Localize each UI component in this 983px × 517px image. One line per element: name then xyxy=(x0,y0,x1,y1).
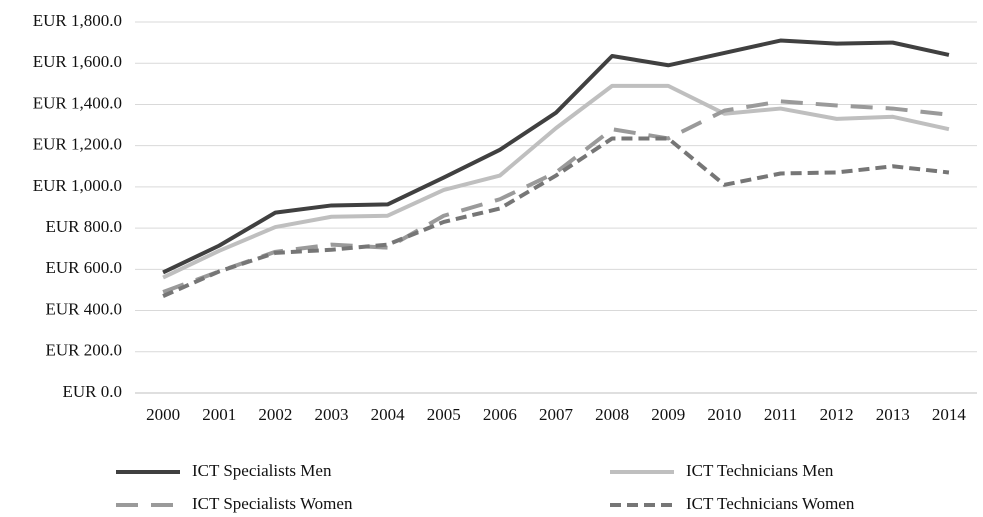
y-tick-label: EUR 1,400.0 xyxy=(33,93,122,112)
x-tick-label: 2002 xyxy=(258,405,292,424)
y-tick-label: EUR 200.0 xyxy=(46,341,123,360)
x-tick-label: 2001 xyxy=(202,405,236,424)
x-tick-label: 2014 xyxy=(932,405,967,424)
x-tick-label: 2005 xyxy=(427,405,461,424)
series-line xyxy=(162,99,950,294)
x-tick-label: 2009 xyxy=(651,405,685,424)
y-tick-label: EUR 1,200.0 xyxy=(33,135,122,154)
legend-label: ICT Specialists Men xyxy=(192,461,332,480)
x-tick-label: 2013 xyxy=(876,405,910,424)
series-line xyxy=(162,83,950,280)
x-tick-label: 2007 xyxy=(539,405,574,424)
series-line xyxy=(162,38,950,275)
y-tick-label: EUR 1,800.0 xyxy=(33,11,122,30)
y-tick-label: EUR 1,000.0 xyxy=(33,176,122,195)
x-tick-label: 2011 xyxy=(764,405,797,424)
y-tick-label: EUR 0.0 xyxy=(63,382,123,401)
legend-label: ICT Technicians Women xyxy=(686,494,855,513)
y-tick-label: EUR 600.0 xyxy=(46,258,123,277)
series-line xyxy=(162,136,950,298)
x-tick-label: 2012 xyxy=(820,405,854,424)
legend-label: ICT Technicians Men xyxy=(686,461,834,480)
x-tick-label: 2008 xyxy=(595,405,629,424)
y-tick-label: EUR 800.0 xyxy=(46,217,123,236)
x-tick-label: 2000 xyxy=(146,405,180,424)
x-tick-label: 2006 xyxy=(483,405,517,424)
x-tick-label: 2003 xyxy=(314,405,348,424)
legend-label: ICT Specialists Women xyxy=(192,494,353,513)
y-tick-label: EUR 1,600.0 xyxy=(33,52,122,71)
y-tick-label: EUR 400.0 xyxy=(46,299,123,318)
x-tick-label: 2004 xyxy=(371,405,406,424)
x-tick-label: 2010 xyxy=(707,405,741,424)
